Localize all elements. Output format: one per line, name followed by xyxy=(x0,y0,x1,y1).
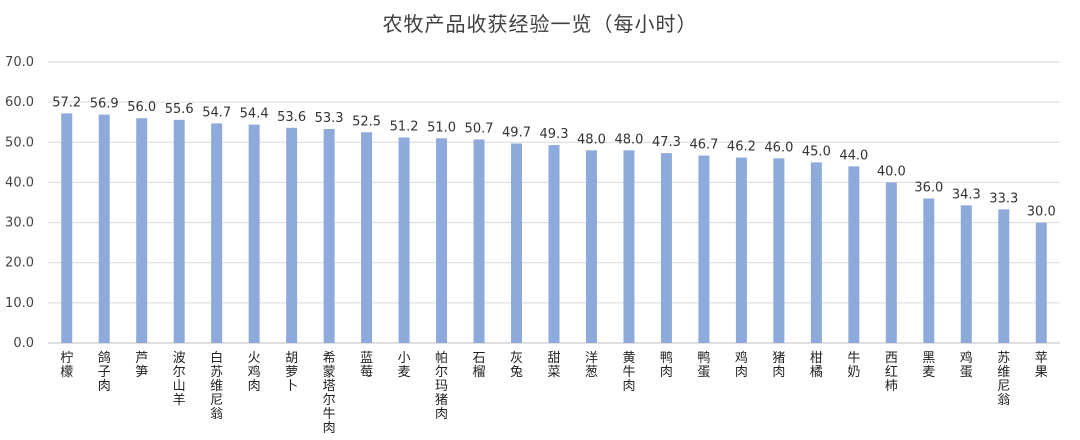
x-tick-label: 希蒙塔尔牛肉 xyxy=(323,351,336,436)
y-tick-label: 20.0 xyxy=(5,256,34,271)
bar xyxy=(398,137,410,343)
bar xyxy=(286,127,298,343)
x-tick-label: 鸡肉 xyxy=(735,350,748,380)
x-tick-label: 鸡蛋 xyxy=(960,350,973,380)
bar xyxy=(848,166,860,343)
bar xyxy=(810,162,822,343)
chart-title: 农牧产品收获经验一览（每小时） xyxy=(382,12,698,36)
y-tick-label: 30.0 xyxy=(5,216,34,231)
bar xyxy=(323,129,335,343)
bar xyxy=(773,158,785,343)
bar xyxy=(436,138,448,343)
data-label: 33.3 xyxy=(989,191,1018,206)
x-tick-label: 黑麦 xyxy=(922,351,935,380)
data-label: 34.3 xyxy=(952,187,981,202)
x-tick-label: 苹果 xyxy=(1035,351,1048,380)
y-tick-label: 10.0 xyxy=(5,296,34,311)
x-tick-label: 蓝莓 xyxy=(360,351,373,380)
x-tick-label: 西红柿 xyxy=(885,351,898,394)
bar xyxy=(211,123,223,343)
x-tick-label: 火鸡肉 xyxy=(248,351,261,394)
bar xyxy=(61,113,73,343)
x-tick-label: 鸭蛋 xyxy=(697,351,710,380)
bar xyxy=(248,124,260,343)
data-label: 40.0 xyxy=(877,164,906,179)
bar xyxy=(136,118,148,343)
bar xyxy=(173,119,185,343)
data-label: 56.0 xyxy=(127,100,156,115)
x-tick-label: 柑橘 xyxy=(810,351,823,380)
data-label: 54.7 xyxy=(202,105,231,120)
x-tick-label: 石榴 xyxy=(473,351,486,380)
data-label: 30.0 xyxy=(1027,205,1056,220)
y-tick-label: 40.0 xyxy=(5,175,34,190)
y-tick-label: 50.0 xyxy=(5,135,34,150)
bar xyxy=(960,205,972,343)
data-label: 46.0 xyxy=(764,140,793,155)
bar xyxy=(735,157,747,343)
bar xyxy=(361,132,373,343)
x-tick-label: 白苏维尼翁 xyxy=(210,350,223,422)
x-tick-label: 鸭肉 xyxy=(660,351,673,380)
data-label: 51.0 xyxy=(427,120,456,135)
data-label: 46.7 xyxy=(689,138,718,153)
bar xyxy=(585,150,597,343)
y-tick-label: 60.0 xyxy=(5,95,34,110)
x-tick-label: 鸽子肉 xyxy=(98,350,111,394)
y-tick-label: 0.0 xyxy=(13,336,34,351)
x-tick-label: 小麦 xyxy=(398,351,411,380)
data-label: 51.2 xyxy=(390,119,419,134)
data-label: 56.9 xyxy=(90,97,119,112)
x-tick-label: 柠檬 xyxy=(60,351,73,380)
x-tick-label: 芦笋 xyxy=(135,351,148,380)
bar xyxy=(998,209,1010,343)
x-tick-label: 洋葱 xyxy=(585,351,598,380)
x-tick-label: 帕尔玛猪肉 xyxy=(435,351,448,422)
x-tick-label: 苏维尼翁 xyxy=(997,350,1010,408)
bar xyxy=(98,114,110,343)
bar xyxy=(885,182,897,343)
data-label: 53.6 xyxy=(277,110,306,125)
data-label: 54.4 xyxy=(240,107,269,122)
data-label: 53.3 xyxy=(315,111,344,126)
data-label: 36.0 xyxy=(914,180,943,195)
bar xyxy=(698,155,710,343)
data-label: 48.0 xyxy=(577,132,606,147)
x-tick-label: 灰兔 xyxy=(510,351,523,380)
y-tick-label: 70.0 xyxy=(5,55,34,70)
bar xyxy=(511,143,523,343)
data-label: 48.0 xyxy=(614,132,643,147)
data-label: 49.3 xyxy=(540,127,569,142)
data-label: 46.2 xyxy=(727,140,756,155)
data-label: 47.3 xyxy=(652,135,681,150)
data-label: 49.7 xyxy=(502,125,531,140)
bar xyxy=(473,139,485,343)
data-label: 50.7 xyxy=(465,121,494,136)
x-tick-label: 牛奶 xyxy=(847,351,860,380)
x-tick-label: 甜菜 xyxy=(547,350,560,380)
x-tick-label: 黄牛肉 xyxy=(622,351,635,394)
data-label: 45.0 xyxy=(802,144,831,159)
bar xyxy=(548,145,560,343)
data-label: 52.5 xyxy=(352,114,381,129)
x-tick-label: 波尔山羊 xyxy=(173,351,186,408)
bar xyxy=(1035,222,1047,343)
bar xyxy=(923,198,935,343)
x-tick-label: 胡萝卜 xyxy=(285,351,298,394)
data-label: 44.0 xyxy=(839,148,868,163)
bar xyxy=(623,150,635,343)
x-tick-label: 猪肉 xyxy=(772,351,785,380)
data-label: 55.6 xyxy=(165,102,194,117)
bar xyxy=(660,153,672,343)
data-label: 57.2 xyxy=(52,95,81,110)
